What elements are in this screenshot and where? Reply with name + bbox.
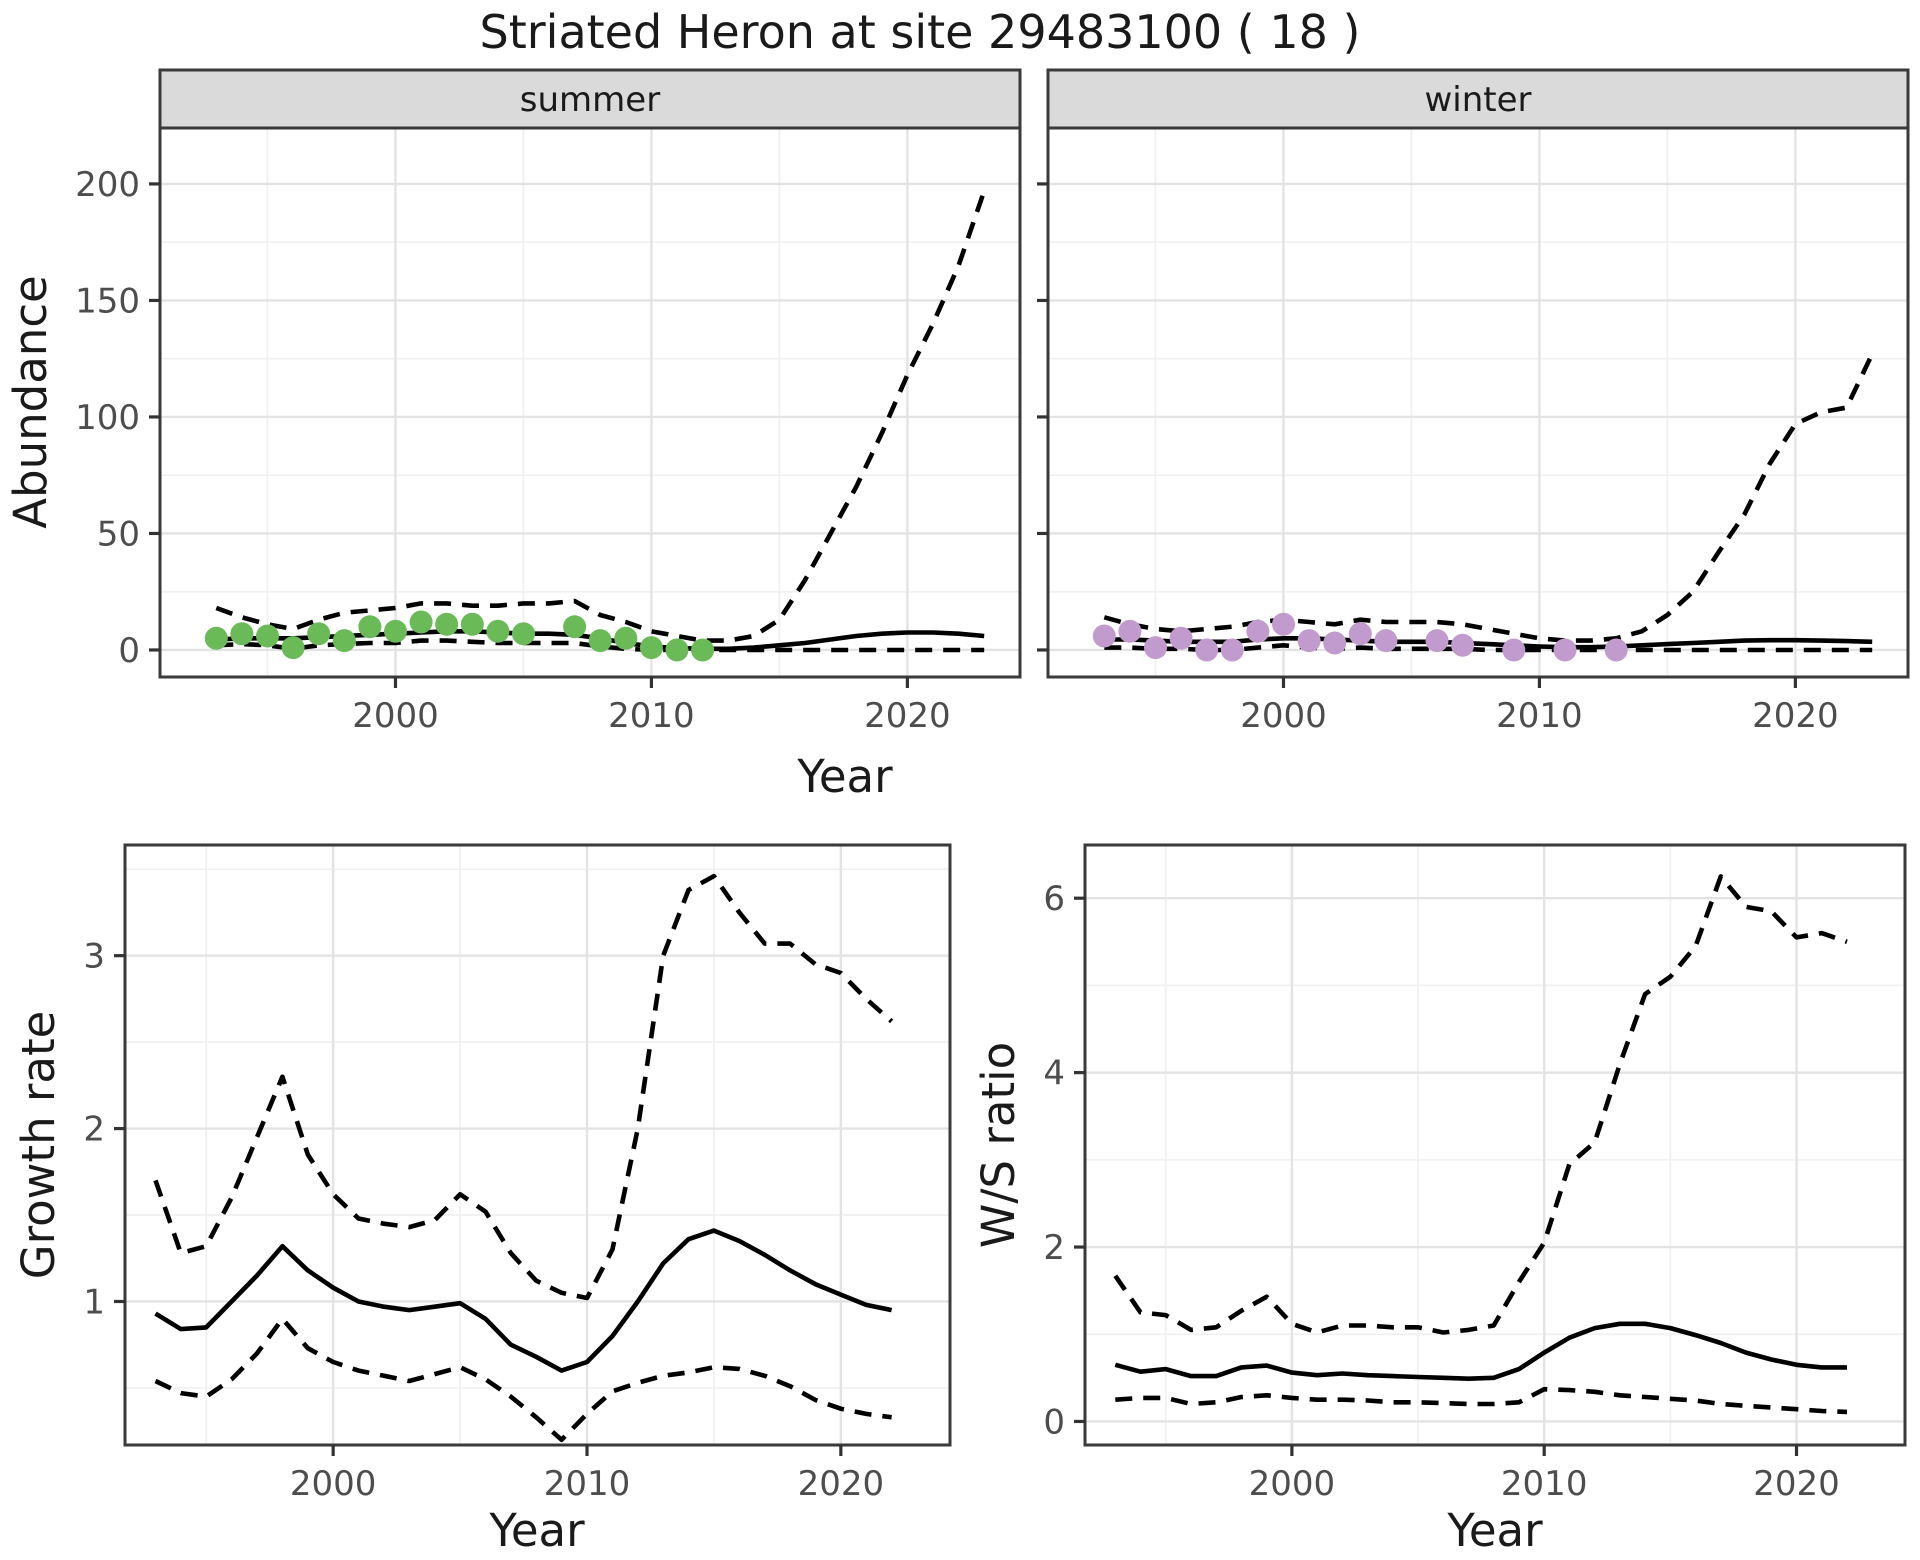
winter-observed-abundance	[1348, 622, 1372, 646]
y-tick-label: 3	[83, 937, 105, 977]
x-tick-label: 2010	[608, 696, 695, 736]
summer-observed-abundance	[665, 638, 689, 662]
summer-observed-abundance	[614, 626, 638, 650]
panel-0: 2000 2010 2020 0 50 100 150 200	[75, 68, 1022, 736]
panel-3: 2000 2010 2020 0 2 4 6	[1043, 843, 1907, 1504]
y-tick-label: 2	[1043, 1228, 1065, 1268]
summer-observed-abundance	[281, 636, 305, 660]
summer-observed-abundance	[588, 629, 612, 653]
upper-ci-line	[153, 873, 894, 1301]
x-tick-label: 2000	[290, 1464, 377, 1504]
x-tick-label: 2000	[1249, 1464, 1336, 1504]
facet-strip	[1046, 68, 1910, 130]
y-tick-label: 0	[118, 631, 140, 671]
lower-ci-line	[154, 1316, 892, 1443]
y-axis-title-ws-ratio: W/S ratio	[972, 1042, 1025, 1248]
x-tick-label: 2020	[1752, 696, 1839, 736]
winter-observed-abundance	[1323, 631, 1347, 655]
y-tick-label: 1	[83, 1282, 105, 1322]
y-tick-label: 6	[1043, 879, 1065, 919]
summer-observed-abundance	[307, 622, 331, 646]
winter-observed-abundance	[1604, 638, 1628, 662]
summer-observed-abundance	[204, 626, 228, 650]
strip-label-summer: summer	[520, 80, 660, 120]
x-axis-title-year-top: Year	[796, 750, 893, 803]
panel-border	[1083, 843, 1907, 1447]
panel-1: 2000 2010 2020	[1037, 68, 1910, 736]
facet-strip	[158, 68, 1022, 130]
summer-observed-abundance	[691, 638, 715, 662]
summer-observed-abundance	[512, 622, 535, 646]
upper-ci-line	[1103, 353, 1875, 643]
summer-observed-abundance	[563, 615, 587, 639]
summer-observed-abundance	[332, 629, 356, 653]
y-tick-label: 2	[83, 1110, 105, 1150]
upper-ci-line	[215, 190, 987, 643]
panel-2: 2000 2010 2020 1 2 3	[83, 843, 952, 1504]
winter-observed-abundance	[1144, 636, 1167, 660]
y-tick-label: 50	[97, 514, 140, 554]
x-tick-label: 2020	[1753, 1464, 1840, 1504]
x-tick-label: 2010	[1501, 1464, 1588, 1504]
winter-observed-abundance	[1169, 626, 1193, 650]
winter-observed-abundance	[1502, 638, 1526, 662]
x-tick-label: 2010	[544, 1464, 631, 1504]
winter-observed-abundance	[1553, 638, 1577, 662]
y-tick-label: 150	[75, 281, 140, 321]
growth-rate-line	[154, 1228, 893, 1373]
figure-title: Striated Heron at site 29483100 ( 18 )	[480, 5, 1361, 59]
x-tick-label: 2000	[352, 696, 439, 736]
panel-border	[1046, 126, 1910, 679]
winter-observed-abundance	[1297, 629, 1321, 653]
summer-observed-abundance	[409, 610, 433, 634]
summer-observed-abundance	[384, 619, 407, 643]
summer-observed-abundance	[639, 636, 663, 660]
winter-observed-abundance	[1195, 638, 1219, 662]
upper-ci-line	[1113, 874, 1848, 1335]
winter-observed-abundance	[1092, 624, 1116, 648]
summer-observed-abundance	[486, 619, 510, 643]
y-tick-label: 100	[75, 398, 140, 438]
x-axis-title-year-ws: Year	[1446, 1504, 1543, 1557]
panel-border	[158, 126, 1022, 679]
y-tick-label: 0	[1043, 1402, 1065, 1442]
x-tick-label: 2020	[864, 696, 951, 736]
x-tick-label: 2020	[798, 1464, 885, 1504]
x-axis-title-year-growth: Year	[488, 1504, 585, 1557]
winter-observed-abundance	[1272, 612, 1295, 636]
winter-observed-abundance	[1451, 633, 1475, 657]
summer-observed-abundance	[230, 622, 254, 646]
winter-observed-abundance	[1246, 619, 1270, 643]
strip-label-winter: winter	[1424, 80, 1531, 120]
x-tick-label: 2000	[1240, 696, 1327, 736]
winter-observed-abundance	[1220, 638, 1244, 662]
fit-line	[1104, 635, 1873, 650]
summer-observed-abundance	[256, 624, 279, 648]
ws-ratio-line	[1114, 1321, 1847, 1381]
winter-observed-abundance	[1118, 619, 1142, 643]
lower-ci-line	[1115, 1386, 1848, 1415]
winter-observed-abundance	[1374, 629, 1398, 653]
summer-observed-abundance	[435, 612, 459, 636]
summer-observed-abundance	[460, 612, 484, 636]
x-tick-label: 2010	[1496, 696, 1583, 736]
y-tick-label: 4	[1043, 1054, 1065, 1094]
panel-border	[123, 843, 952, 1447]
y-axis-title-abundance: Abundance	[4, 275, 57, 528]
winter-observed-abundance	[1425, 629, 1449, 653]
y-tick-label: 200	[75, 165, 140, 205]
y-axis-title-growth-rate: Growth rate	[12, 1011, 65, 1280]
summer-observed-abundance	[358, 615, 382, 639]
